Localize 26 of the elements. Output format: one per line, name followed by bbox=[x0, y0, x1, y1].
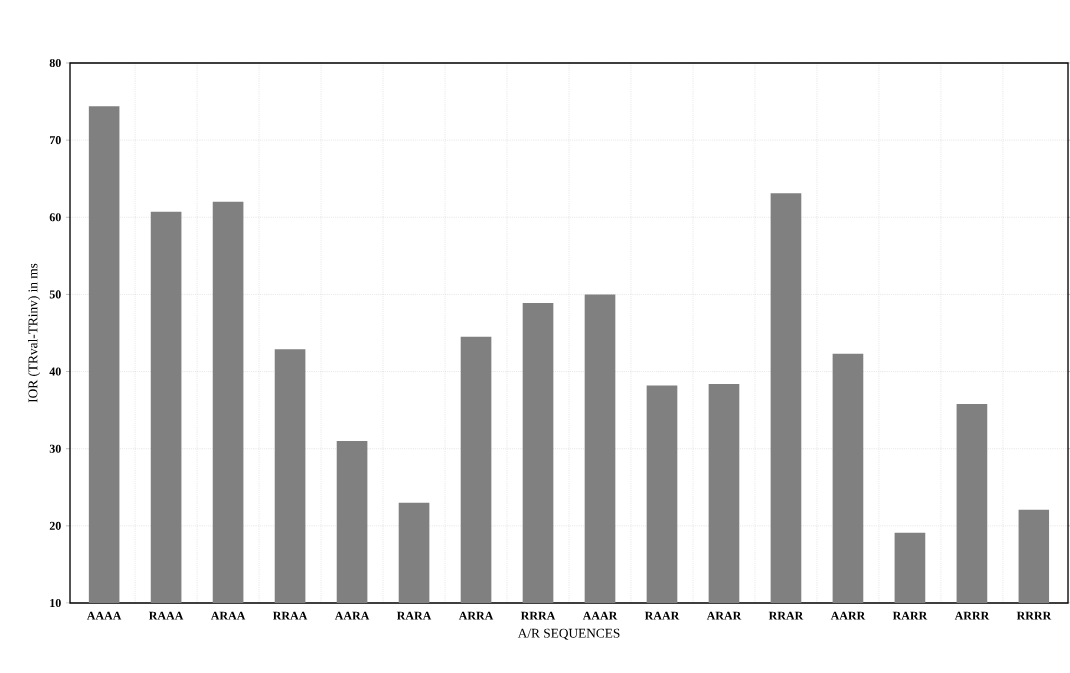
y-tick-label: 10 bbox=[50, 598, 61, 608]
x-tick-label: AARA bbox=[334, 611, 370, 620]
y-tick-label: 40 bbox=[49, 367, 61, 376]
x-tick-label: RRAA bbox=[272, 611, 308, 620]
y-tick-label: 30 bbox=[49, 444, 61, 453]
x-tick-label: RAAR bbox=[644, 611, 680, 620]
x-tick-label: ARAA bbox=[210, 611, 246, 620]
x-tick-label: RRRR bbox=[1016, 611, 1052, 620]
x-axis-title: A/R SEQUENCES bbox=[517, 628, 620, 640]
x-tick-label: RAAA bbox=[148, 611, 184, 620]
x-tick-label: ARRA bbox=[458, 611, 494, 620]
x-tick-label: AAAA bbox=[86, 611, 122, 620]
y-tick-label: 50 bbox=[49, 290, 61, 299]
x-tick-label: RARR bbox=[892, 611, 928, 620]
x-tick-label: AARR bbox=[830, 611, 866, 620]
x-tick-label: RARA bbox=[396, 611, 432, 620]
x-tick-label: RRRA bbox=[520, 611, 556, 620]
x-tick-label: ARAR bbox=[706, 611, 742, 620]
y-tick-label: 20 bbox=[49, 521, 61, 530]
y-tick-label: 80 bbox=[49, 58, 61, 68]
y-tick-label: 70 bbox=[49, 136, 61, 145]
y-axis-title: IOR (TRval-TRinv) in ms bbox=[28, 263, 41, 403]
x-tick-label: AAAR bbox=[582, 611, 618, 620]
y-tick-label: 60 bbox=[49, 213, 61, 222]
x-tick-label: RRAR bbox=[768, 611, 804, 620]
x-tick-label: ARRR bbox=[954, 611, 990, 620]
